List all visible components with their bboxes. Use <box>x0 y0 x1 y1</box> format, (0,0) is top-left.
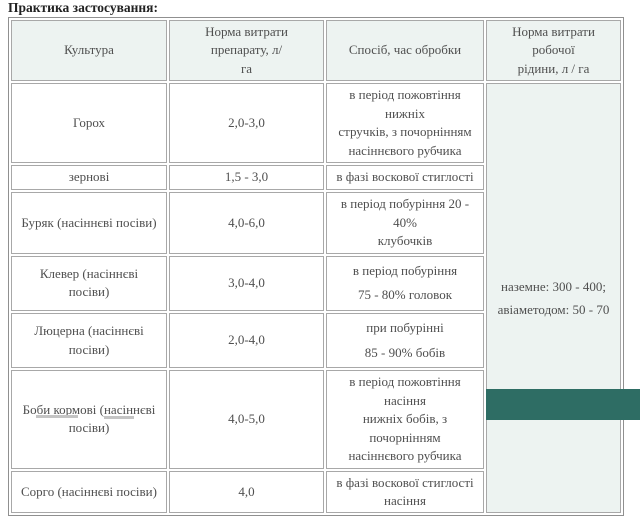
method-cell: в період побуріння 75 - 80% головок <box>326 255 484 311</box>
culture-cell: Горох <box>11 83 167 164</box>
page-title: Практика застосування: <box>8 0 158 15</box>
rate-cell: 3,0-4,0 <box>169 255 324 311</box>
page: { "page": { "title": "Практика застосува… <box>8 0 640 516</box>
header-cell-working-fluid-rate: Норма витрати робочої рідини, л / га <box>486 20 621 82</box>
method-cell: в період пожовтіння насіння нижніх бобів… <box>326 370 484 469</box>
corner-widget-block <box>486 389 640 420</box>
culture-cell: Люцерна (насіннєві посіви) <box>11 312 167 369</box>
cutoff-text-fragment <box>104 416 134 419</box>
rate-cell: 2,0-3,0 <box>169 83 324 164</box>
rate-cell: 2,0-4,0 <box>169 312 324 369</box>
table-row: Люцерна (насіннєві посіви) 2,0-4,0 при поб… <box>11 312 621 369</box>
method-cell: в період пожовтіння нижніх стручків, з п… <box>326 83 484 164</box>
culture-cell: Буряк (насіннєві посіви) <box>11 192 167 254</box>
header-cell-method-time: Спосіб, час обробки <box>326 20 484 82</box>
table-row: Горох 2,0-3,0 в період пожовтіння нижніх с… <box>11 83 621 514</box>
application-practice-table: Культура Норма витрати препарату, л/ га … <box>8 17 624 516</box>
culture-cell: зернові <box>11 165 167 191</box>
method-cell: в фазі воскової стиглості насіння <box>326 470 484 514</box>
cutoff-text-fragment <box>36 415 78 418</box>
header-cell-culture: Культура <box>11 20 167 82</box>
table-body: Горох 2,0-3,0 в період пожовтіння нижніх с… <box>11 83 621 514</box>
rate-cell: 4,0-6,0 <box>169 192 324 254</box>
rate-cell: 1,5 - 3,0 <box>169 165 324 191</box>
header-cell-product-rate: Норма витрати препарату, л/ га <box>169 20 324 82</box>
method-cell: при побурінні 85 - 90% бобів <box>326 312 484 369</box>
culture-cell: Боби кормові (насіннєві посіви) <box>11 370 167 469</box>
method-cell: в фазі воскової стиглості <box>326 165 484 191</box>
culture-cell: Сорго (насіннєві посіви) <box>11 470 167 514</box>
table-row: зернові 1,5 - 3,0 в фазі воскової стиглост… <box>11 165 621 191</box>
working-fluid-cell: наземне: 300 - 400; авіаметодом: 50 - 70 <box>486 83 621 514</box>
table-header-row: Культура Норма витрати препарату, л/ га … <box>11 20 621 82</box>
table-row: Буряк (насіннєві посіви) 4,0-6,0 в період … <box>11 192 621 254</box>
rate-cell: 4,0 <box>169 470 324 514</box>
table-row: Клевер (насіннєві посіви) 3,0-4,0 в період… <box>11 255 621 311</box>
method-cell: в період побуріння 20 - 40% клубочків <box>326 192 484 254</box>
rate-cell: 4,0-5,0 <box>169 370 324 469</box>
culture-cell: Клевер (насіннєві посіви) <box>11 255 167 311</box>
